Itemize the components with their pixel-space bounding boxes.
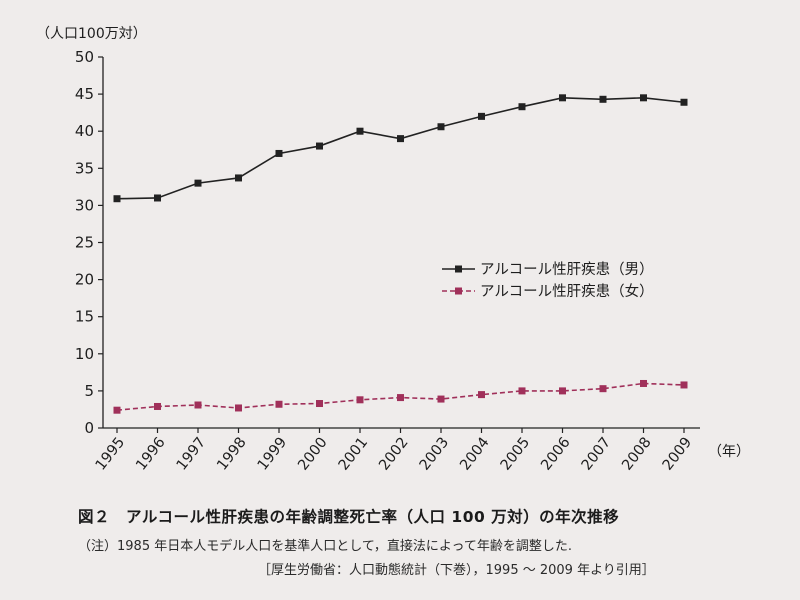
x-ticks: 1995 1996 1997 1998 1999 2000 2001 2002 2003 2004… (93, 428, 695, 474)
x-tick-label: 2009 (660, 435, 695, 474)
data-point (194, 401, 202, 409)
y-tick-label: 0 (84, 419, 94, 437)
x-tick-label: 2000 (295, 435, 330, 474)
data-point (437, 395, 445, 403)
legend-marker (455, 265, 462, 273)
y-tick-label: 40 (75, 122, 94, 140)
x-tick-label: 2007 (579, 435, 614, 474)
data-point (235, 404, 242, 412)
series-points (113, 94, 688, 414)
data-point (559, 387, 566, 395)
x-tick-label: 2001 (336, 435, 371, 474)
data-point (397, 394, 404, 402)
data-point (113, 406, 121, 414)
x-tick-label: 1997 (174, 435, 209, 474)
x-tick-label: 2005 (498, 435, 533, 474)
data-point (397, 135, 404, 143)
legend-label: アルコール性肝疾患（女） (480, 282, 654, 300)
legend-marker (455, 287, 462, 295)
y-tick-label: 35 (75, 159, 94, 177)
data-point (235, 174, 242, 182)
legend: アルコール性肝疾患（男） アルコール性肝疾患（女） (442, 261, 654, 300)
y-tick-label: 45 (75, 85, 94, 103)
y-tick-label: 5 (84, 382, 94, 400)
y-tick-label: 10 (75, 345, 94, 363)
axes (102, 57, 700, 429)
data-point (680, 98, 688, 106)
y-tick-label: 50 (75, 48, 94, 66)
data-point (478, 391, 485, 399)
legend-label: アルコール性肝疾患（男） (480, 261, 654, 278)
data-point (599, 385, 607, 393)
series-line-1 (116, 97, 685, 200)
data-point (437, 123, 445, 131)
data-point (154, 194, 161, 202)
x-tick-label: 2003 (417, 435, 452, 474)
y-tick-label: 15 (75, 308, 94, 326)
data-point (316, 400, 323, 408)
x-tick-label: 2008 (619, 435, 654, 474)
x-tick-label: 1996 (133, 435, 168, 474)
data-point (316, 142, 323, 150)
data-point (599, 95, 607, 103)
x-tick-label: 2004 (457, 435, 492, 474)
data-point (275, 400, 283, 408)
data-point (478, 112, 485, 120)
data-point (356, 396, 364, 404)
x-tick-label: 1999 (255, 435, 290, 474)
y-tick-label: 20 (75, 271, 94, 289)
y-axis-unit: （人口100万対） (36, 26, 147, 42)
data-point (559, 94, 566, 102)
data-point (194, 179, 202, 187)
y-ticks: 0 5 10 15 20 25 30 35 40 45 50 (75, 48, 103, 437)
data-point (113, 195, 121, 203)
data-point (275, 149, 283, 157)
figure-caption-title: 図２ アルコール性肝疾患の年齢調整死亡率（人口 100 万対）の年次推移 (78, 508, 620, 526)
data-point (518, 387, 526, 395)
x-tick-label: 1995 (93, 435, 128, 474)
data-point (518, 103, 526, 111)
x-tick-label: 2006 (538, 435, 573, 474)
figure-caption-note: （注）1985 年日本人モデル人口を基準人口として，直接法によって年齢を調整した… (78, 539, 573, 554)
figure-caption-source: ［厚生労働省：人口動態統計（下巻），1995 ～ 2009 年より引用］ (258, 563, 655, 578)
data-point (356, 127, 364, 135)
data-point (680, 381, 688, 389)
x-tick-label: 2002 (376, 435, 411, 474)
data-point (154, 402, 161, 410)
x-axis-unit: （年） (708, 444, 750, 460)
series-lines (116, 97, 685, 411)
x-tick-label: 1998 (214, 435, 249, 474)
y-tick-label: 30 (75, 196, 94, 214)
data-point (640, 94, 647, 102)
data-point (640, 379, 647, 387)
y-tick-label: 25 (75, 234, 94, 252)
